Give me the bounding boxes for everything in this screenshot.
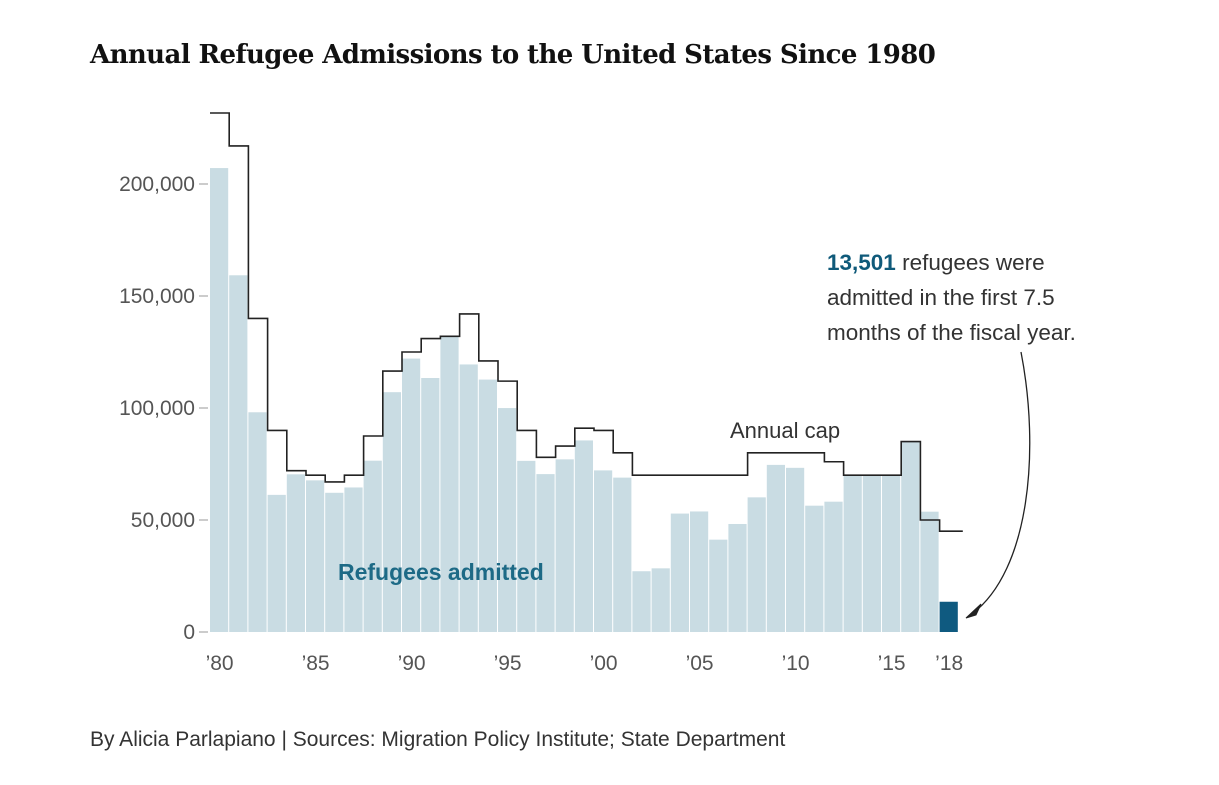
- annotation-arrow: [971, 351, 1031, 615]
- x-tick-label: ’95: [494, 652, 522, 675]
- bar-1990: [402, 358, 421, 632]
- bar-1989: [382, 392, 401, 632]
- y-tick-label: 150,000: [119, 285, 195, 308]
- bar-1983: [267, 494, 286, 632]
- x-tick-label: ’05: [686, 652, 714, 675]
- bar-1993: [459, 364, 478, 632]
- bar-2008: [747, 497, 766, 632]
- bar-2018: [939, 601, 958, 632]
- series-label-refugees: Refugees admitted: [338, 559, 544, 585]
- bar-1994: [478, 379, 497, 632]
- bar-1982: [248, 412, 267, 632]
- bar-2010: [786, 467, 805, 632]
- bar-2004: [670, 513, 689, 632]
- x-tick-label: ’90: [398, 652, 426, 675]
- bar-1981: [229, 275, 248, 632]
- chart-title: Annual Refugee Admissions to the United …: [90, 40, 936, 70]
- bar-2015: [882, 475, 901, 632]
- bar-2002: [632, 571, 651, 632]
- annotation-text-1: refugees were: [895, 250, 1045, 275]
- x-tick-label: ’10: [782, 652, 810, 675]
- y-tick-label: 50,000: [131, 509, 195, 532]
- footer-credit: By Alicia Parlapiano | Sources: Migratio…: [90, 728, 786, 751]
- y-tick-label: 200,000: [119, 173, 195, 196]
- bar-2017: [920, 511, 939, 632]
- arrowhead-icon: [965, 603, 982, 619]
- x-tick-label: ’18: [935, 652, 963, 675]
- bar-1985: [306, 480, 325, 632]
- annual-cap-line: [210, 112, 963, 532]
- bar-1997: [536, 474, 555, 632]
- bar-1991: [421, 378, 440, 632]
- bar-2005: [690, 511, 709, 632]
- bar-2009: [766, 464, 785, 632]
- annotation-text-2: admitted in the first 7.5: [827, 285, 1055, 310]
- bar-1999: [574, 440, 593, 632]
- bar-2003: [651, 568, 670, 632]
- annotation-number: 13,501: [827, 250, 896, 275]
- bar-2013: [843, 475, 862, 632]
- bar-2011: [805, 505, 824, 632]
- bar-2014: [862, 475, 881, 632]
- bar-2006: [709, 539, 728, 632]
- bar-1996: [517, 460, 536, 632]
- annotation-text-3: months of the fiscal year.: [827, 320, 1076, 345]
- y-tick-label: 0: [183, 621, 195, 644]
- bar-1984: [286, 474, 305, 632]
- bar-1986: [325, 492, 344, 632]
- bar-2000: [594, 470, 613, 632]
- series-label-cap: Annual cap: [730, 418, 840, 443]
- y-tick-label: 100,000: [119, 397, 195, 420]
- bar-1980: [210, 168, 229, 632]
- x-tick-label: ’85: [302, 652, 330, 675]
- x-tick-label: ’15: [878, 652, 906, 675]
- annotation: 13,501 refugees were admitted in the fir…: [827, 245, 1076, 350]
- bar-1992: [440, 335, 459, 632]
- bar-1998: [555, 459, 574, 632]
- bar-2012: [824, 501, 843, 632]
- bar-2016: [901, 441, 920, 632]
- bar-2007: [728, 523, 747, 632]
- bar-1987: [344, 487, 363, 632]
- bar-1988: [363, 460, 382, 632]
- bar-2001: [613, 477, 632, 632]
- bar-1995: [498, 408, 517, 632]
- x-tick-label: ’00: [590, 652, 618, 675]
- x-tick-label: ’80: [206, 652, 234, 675]
